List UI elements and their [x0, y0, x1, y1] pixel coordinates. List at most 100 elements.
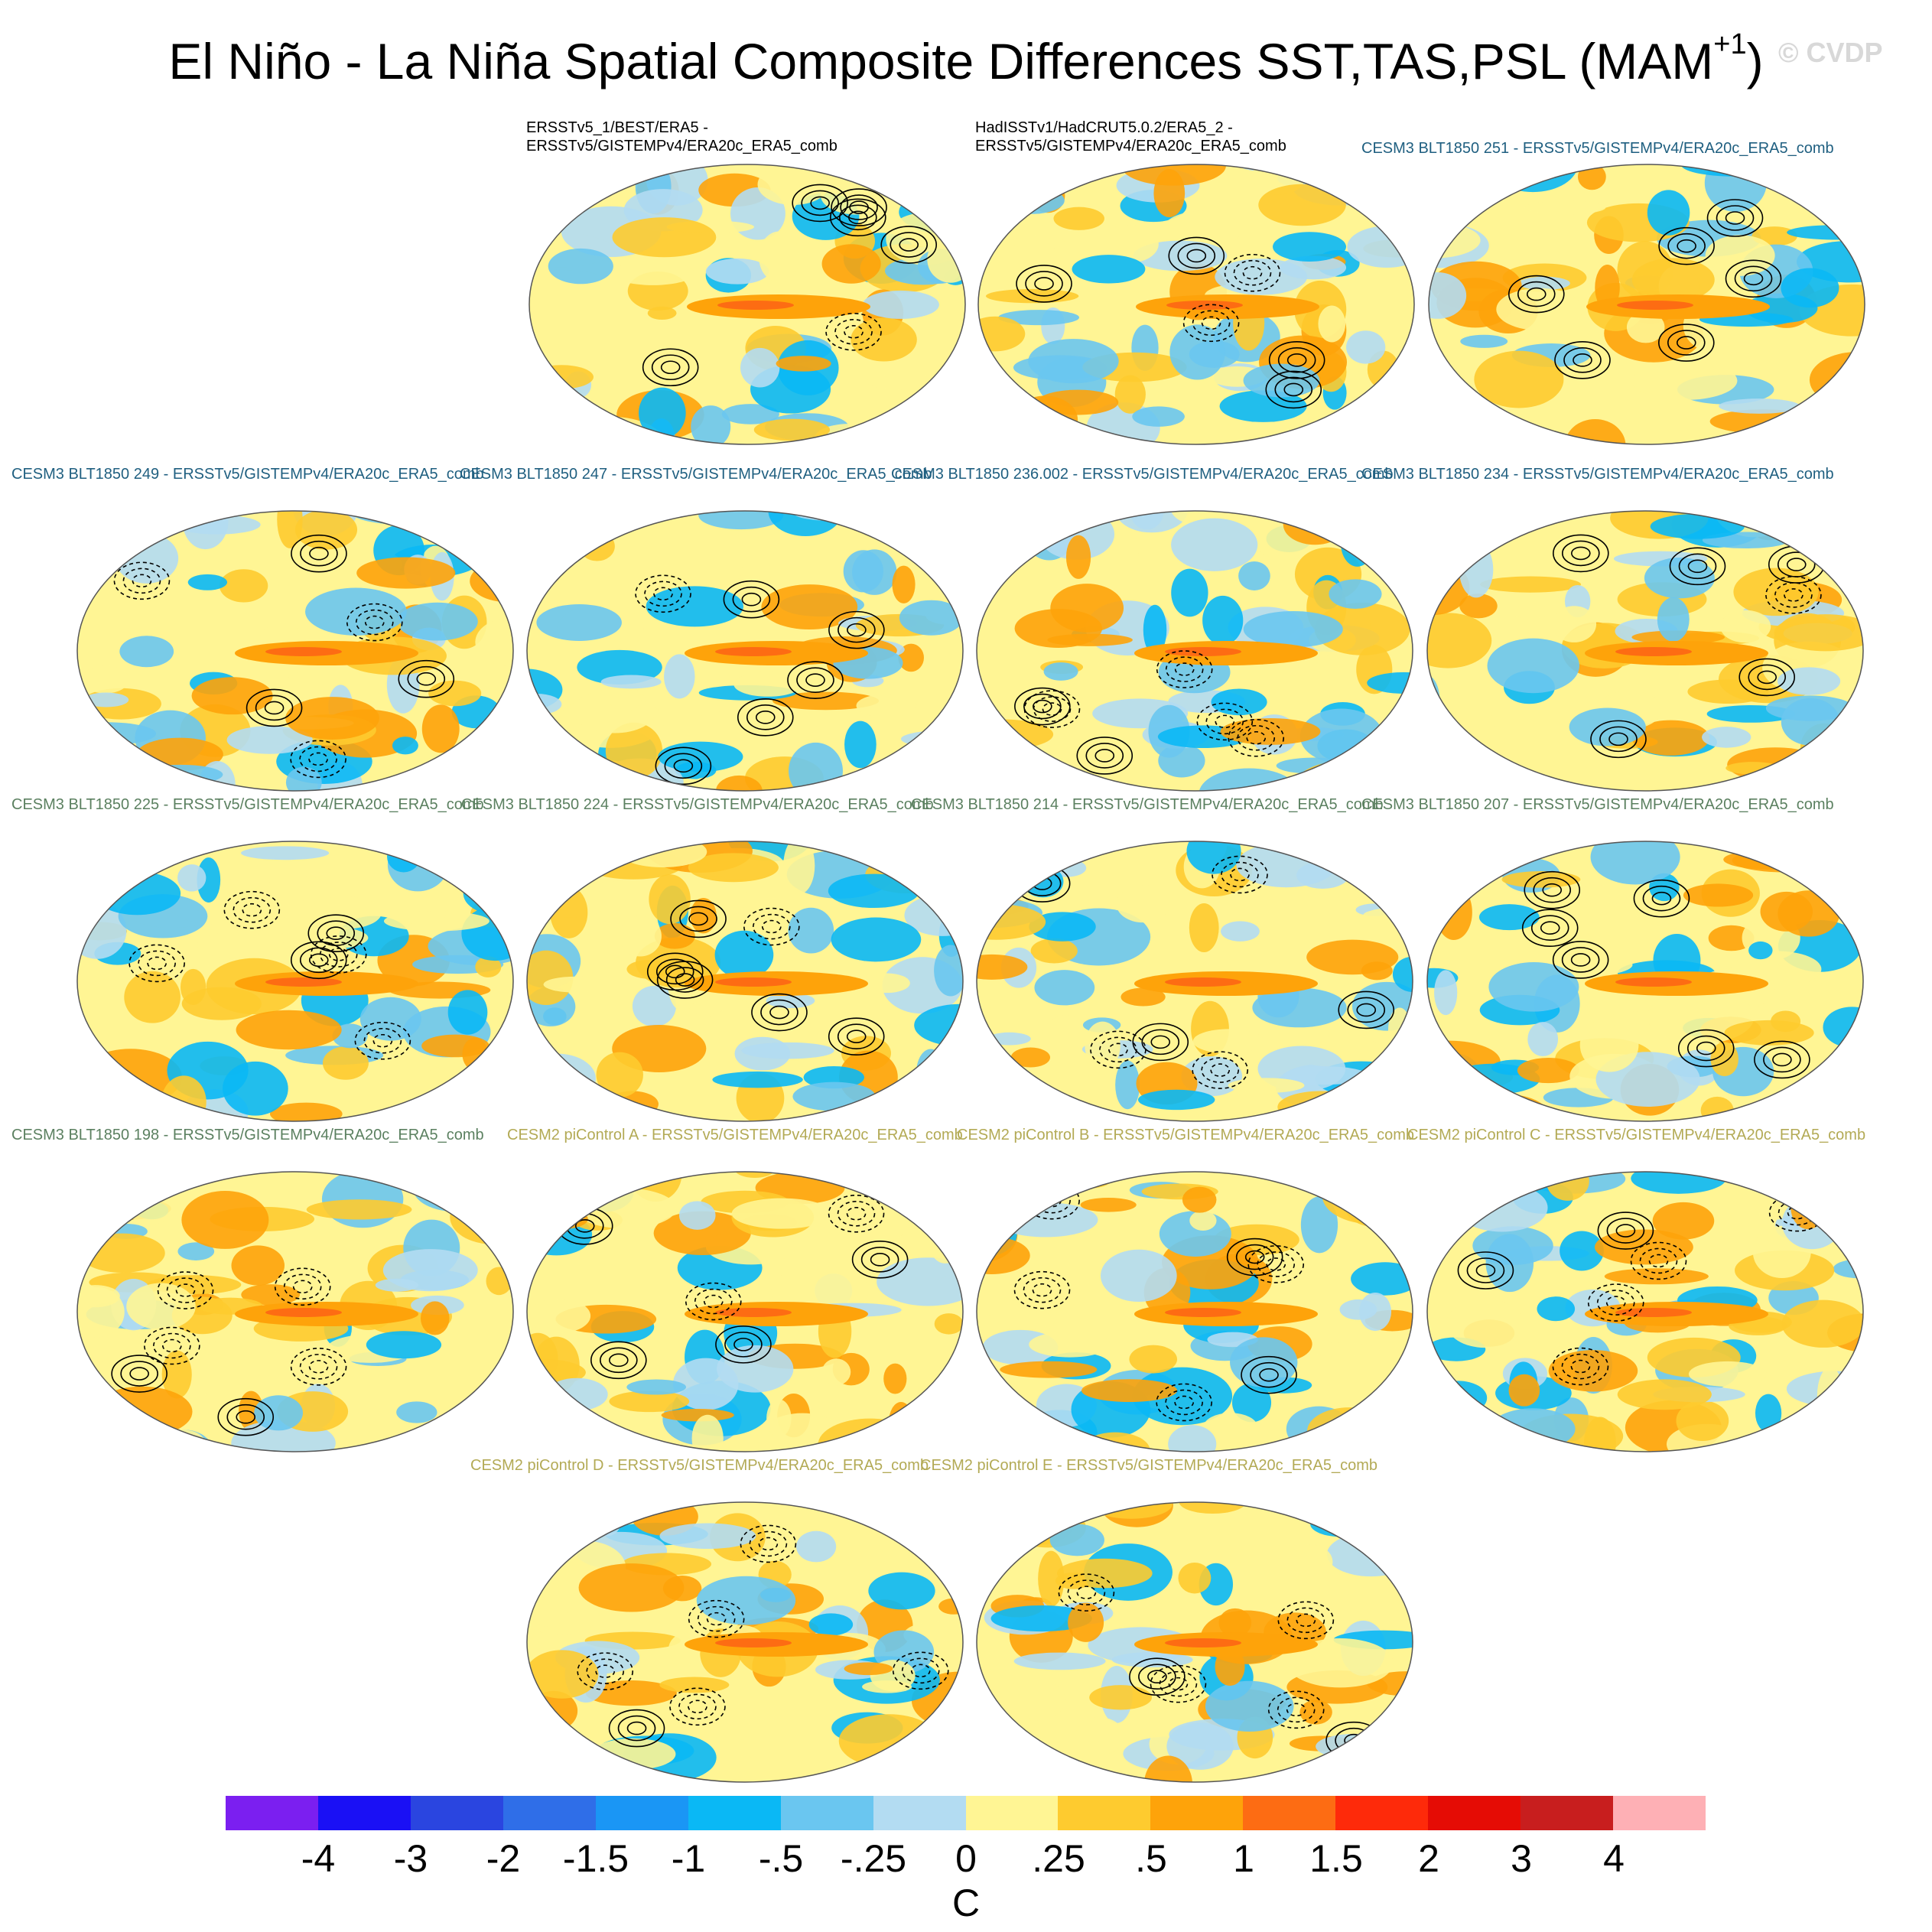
map-panel: CESM3 BLT1850 234 - ERSSTv5/GISTEMPv4/ER… [1361, 465, 1866, 794]
map-panel: CESM3 BLT1850 249 - ERSSTv5/GISTEMPv4/ER… [11, 465, 516, 794]
panel-map [1426, 841, 1864, 1122]
map-panel: CESM2 piControl C - ERSSTv5/GISTEMPv4/ER… [1407, 1126, 1866, 1455]
map-field [977, 841, 1413, 1121]
panel-map [526, 841, 964, 1122]
map-field [977, 1502, 1413, 1782]
map-outline [529, 164, 966, 445]
panel-map [1426, 510, 1864, 792]
panel-map [976, 1171, 1413, 1452]
map-panel: CESM3 BLT1850 236.002 - ERSSTv5/GISTEMPv… [891, 465, 1416, 794]
map-field [529, 164, 965, 444]
map-outline [76, 510, 514, 792]
panel-title: CESM2 piControl A - ERSSTv5/GISTEMPv4/ER… [507, 1127, 963, 1143]
panel-map [529, 164, 966, 445]
panel-title: CESM2 piControl E - ERSSTv5/GISTEMPv4/ER… [920, 1457, 1377, 1474]
colorbar-segment [1521, 1796, 1614, 1830]
map-outline [976, 1501, 1413, 1783]
colorbar-segment [873, 1796, 966, 1830]
map-outline [976, 1171, 1413, 1452]
map-panel: ERSSTv5_1/BEST/ERA5 - ERSSTv5/GISTEMPv4/… [526, 119, 968, 447]
colorbar-tick-label: 2 [1418, 1837, 1439, 1880]
map-panel: CESM3 BLT1850 225 - ERSSTv5/GISTEMPv4/ER… [11, 795, 516, 1124]
map-field [977, 511, 1413, 791]
panel-title: CESM3 BLT1850 247 - ERSSTv5/GISTEMPv4/ER… [460, 466, 932, 483]
colorbar-tick-label: -4 [301, 1837, 336, 1880]
panel-title: ERSSTv5_1/BEST/ERA5 - ERSSTv5/GISTEMPv4/… [526, 119, 838, 154]
map-field [527, 1172, 963, 1452]
map-field [978, 164, 1414, 444]
colorbar-segment [1613, 1796, 1706, 1830]
map-panel: CESM3 BLT1850 251 - ERSSTv5/GISTEMPv4/ER… [1361, 119, 1868, 447]
panel-map [76, 510, 514, 792]
colorbar-segment [1428, 1796, 1521, 1830]
map-outline [976, 841, 1413, 1122]
panel-map [526, 1501, 964, 1783]
colorbar-segment [965, 1796, 1059, 1830]
map-panel: CESM3 BLT1850 224 - ERSSTv5/GISTEMPv4/ER… [461, 795, 966, 1124]
colorbar-tick-label: -.25 [840, 1837, 907, 1880]
colorbar [226, 1796, 1706, 1830]
colorbar-tick-label: .5 [1135, 1837, 1167, 1880]
panel-title: CESM3 BLT1850 207 - ERSSTv5/GISTEMPv4/ER… [1361, 796, 1834, 813]
map-field [977, 1172, 1413, 1452]
panel-map [976, 841, 1413, 1122]
colorbar-segment [595, 1796, 688, 1830]
colorbar-segment [410, 1796, 503, 1830]
colorbar-segment [226, 1796, 318, 1830]
panel-map [976, 1501, 1413, 1783]
colorbar-tick-label: 1 [1233, 1837, 1254, 1880]
colorbar-tick-label: -.5 [758, 1837, 804, 1880]
panel-title: CESM3 BLT1850 198 - ERSSTv5/GISTEMPv4/ER… [11, 1127, 484, 1143]
panel-title: HadISSTv1/HadCRUT5.0.2/ERA5_2 - ERSSTv5/… [975, 119, 1286, 154]
panel-title: CESM3 BLT1850 225 - ERSSTv5/GISTEMPv4/ER… [11, 796, 484, 813]
map-field [77, 841, 513, 1121]
panel-map [76, 1171, 514, 1452]
colorbar-tick-label: 1.5 [1309, 1837, 1363, 1880]
colorbar-segment [317, 1796, 411, 1830]
map-field [1429, 164, 1865, 444]
panel-title: CESM3 BLT1850 251 - ERSSTv5/GISTEMPv4/ER… [1361, 140, 1834, 157]
panel-map [977, 164, 1415, 445]
map-outline [1426, 1171, 1864, 1452]
panel-map [76, 841, 514, 1122]
map-field [77, 1172, 513, 1452]
panel-map [526, 510, 964, 792]
map-field [527, 1502, 963, 1782]
colorbar-tick-label: 4 [1603, 1837, 1625, 1880]
map-field [1427, 511, 1863, 791]
figure-title: El Niño - La Niña Spatial Composite Diff… [0, 21, 1932, 92]
colorbar-tick-label: -2 [486, 1837, 521, 1880]
figure-title-superscript: +1 [1713, 28, 1747, 60]
map-outline [526, 841, 964, 1122]
map-panel: CESM2 piControl B - ERSSTv5/GISTEMPv4/ER… [957, 1126, 1416, 1455]
colorbar-tick-label: -3 [393, 1837, 428, 1880]
map-outline [526, 1171, 964, 1452]
map-panel: CESM2 piControl A - ERSSTv5/GISTEMPv4/ER… [507, 1126, 966, 1455]
colorbar-tick-label: 3 [1511, 1837, 1532, 1880]
panel-title: CESM3 BLT1850 224 - ERSSTv5/GISTEMPv4/ER… [461, 796, 934, 813]
map-panel: CESM2 piControl D - ERSSTv5/GISTEMPv4/ER… [470, 1456, 966, 1785]
map-field [1427, 1172, 1863, 1452]
map-outline [977, 164, 1415, 445]
panel-map [1428, 164, 1865, 445]
panel-title: CESM3 BLT1850 236.002 - ERSSTv5/GISTEMPv… [891, 466, 1394, 483]
map-outline [1426, 841, 1864, 1122]
map-outline [526, 510, 964, 792]
colorbar-segment [1150, 1796, 1244, 1830]
colorbar-tick-label: .25 [1032, 1837, 1085, 1880]
map-panel: CESM3 BLT1850 207 - ERSSTv5/GISTEMPv4/ER… [1361, 795, 1866, 1124]
colorbar-segment [503, 1796, 596, 1830]
colorbar-tick-label: 0 [955, 1837, 977, 1880]
panel-map [976, 510, 1413, 792]
colorbar-units: C [951, 1882, 981, 1924]
map-outline [1426, 510, 1864, 792]
figure-title-end: ) [1746, 33, 1764, 89]
map-panel: CESM3 BLT1850 247 - ERSSTv5/GISTEMPv4/ER… [460, 465, 966, 794]
colorbar-tick-label: -1.5 [562, 1837, 629, 1880]
panel-title: CESM3 BLT1850 249 - ERSSTv5/GISTEMPv4/ER… [11, 466, 484, 483]
map-field [1427, 841, 1863, 1121]
map-outline [76, 841, 514, 1122]
colorbar-tick-label: -1 [671, 1837, 706, 1880]
map-field [77, 511, 513, 791]
panel-map [1426, 1171, 1864, 1452]
